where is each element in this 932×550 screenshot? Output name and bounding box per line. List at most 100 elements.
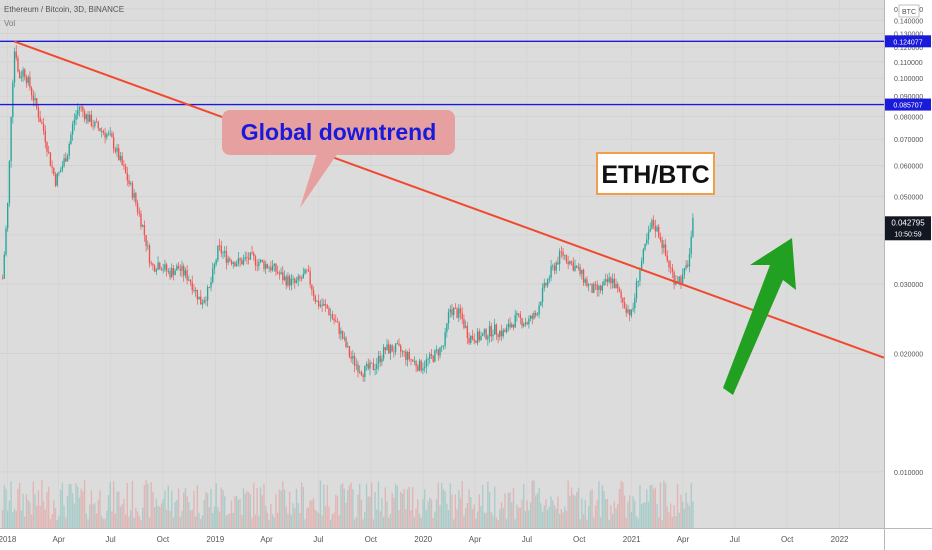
candle-body — [336, 321, 339, 323]
volume-bar — [401, 493, 404, 528]
candle-body — [85, 114, 87, 120]
candle-body — [579, 267, 581, 274]
volume-bar — [656, 503, 658, 528]
volume-bar — [249, 494, 252, 528]
volume-bar — [189, 510, 192, 528]
candle-body — [90, 114, 93, 126]
candle-body — [56, 173, 58, 186]
volume-bar — [681, 501, 684, 528]
volume-bar — [446, 503, 448, 528]
volume-bar — [533, 480, 535, 528]
volume-bars — [1, 480, 694, 528]
volume-bar — [82, 491, 84, 528]
candle-body — [376, 364, 378, 369]
callout-box — [222, 110, 455, 155]
candle-body — [535, 312, 537, 316]
candle-body — [25, 77, 28, 84]
candle-body — [329, 314, 332, 316]
candle-body — [627, 309, 629, 313]
candle-body — [581, 269, 583, 274]
candle-body — [582, 269, 585, 283]
volume-bar — [492, 515, 494, 528]
candle-body — [183, 265, 185, 276]
candle-body — [360, 371, 363, 376]
volume-bar — [464, 507, 467, 528]
price-tick-label: 0.070000 — [894, 137, 923, 144]
candle-body — [217, 245, 219, 260]
candle-body — [594, 284, 597, 286]
volume-bar — [237, 499, 240, 528]
candle-body — [177, 265, 180, 269]
volume-bar — [302, 486, 304, 528]
volume-bar — [282, 481, 284, 528]
time-tick-label: 2019 — [206, 535, 224, 544]
candle-body — [97, 122, 99, 129]
volume-bar — [528, 510, 530, 528]
candle-body — [529, 315, 532, 319]
volume-bar — [218, 511, 221, 528]
volume-bar — [463, 515, 465, 528]
volume-bar — [413, 517, 416, 528]
candle-body — [473, 339, 475, 342]
volume-bar — [509, 492, 511, 528]
candle-body — [153, 265, 156, 272]
candle-body — [523, 323, 525, 326]
volume-bar — [59, 489, 62, 528]
volume-bar — [579, 519, 581, 528]
volume-bar — [644, 502, 646, 528]
volume-bar — [516, 504, 518, 528]
volume-bar — [348, 485, 351, 528]
volume-bar — [169, 511, 171, 528]
horizontal-levels — [0, 40, 884, 106]
volume-bar — [574, 495, 576, 528]
volume-bar — [422, 499, 424, 528]
candle-body — [266, 264, 269, 269]
volume-bar — [112, 481, 115, 528]
candle-body — [307, 270, 310, 272]
candle-body — [642, 249, 645, 262]
candle-body — [514, 315, 516, 328]
candle-body — [253, 253, 255, 257]
volume-bar — [381, 498, 383, 528]
candle-body — [630, 309, 633, 316]
candle-body — [447, 312, 450, 324]
volume-bar — [642, 502, 645, 528]
candle-body — [249, 252, 252, 260]
volume-bar — [203, 500, 205, 528]
volume-bar — [328, 506, 330, 528]
volume-bar — [41, 480, 43, 528]
candle-body — [389, 345, 392, 354]
volume-bar — [418, 513, 421, 528]
candle-body — [259, 259, 262, 263]
candle-body — [678, 276, 680, 283]
price-tick-label: 0.100000 — [894, 76, 923, 83]
time-tick-label: Oct — [781, 535, 794, 544]
volume-bar — [32, 481, 35, 528]
candle-body — [377, 355, 380, 365]
volume-bar — [350, 482, 352, 528]
candle-body — [181, 265, 183, 271]
volume-bar — [529, 502, 532, 528]
candle-body — [634, 298, 636, 309]
volume-bar — [560, 509, 563, 528]
candle-body — [299, 276, 301, 279]
candle-body — [596, 284, 598, 290]
volume-bar — [437, 482, 439, 528]
level-labels: 0.124077 0.085707 — [885, 35, 931, 111]
candle-body — [333, 318, 335, 321]
volume-bar — [591, 488, 593, 528]
volume-bar — [78, 497, 81, 528]
volume-bar — [162, 499, 164, 528]
volume-bar — [314, 509, 316, 528]
volume-bar — [637, 518, 639, 528]
candle-body — [268, 267, 270, 269]
candle-body — [488, 325, 491, 337]
candle-body — [471, 335, 474, 340]
volume-bar — [598, 481, 600, 528]
candle-body — [24, 69, 26, 78]
volume-bar — [266, 512, 269, 528]
volume-bar — [292, 503, 294, 528]
candle-body — [191, 282, 193, 291]
candle-body — [398, 343, 400, 346]
volume-bar — [548, 506, 551, 528]
